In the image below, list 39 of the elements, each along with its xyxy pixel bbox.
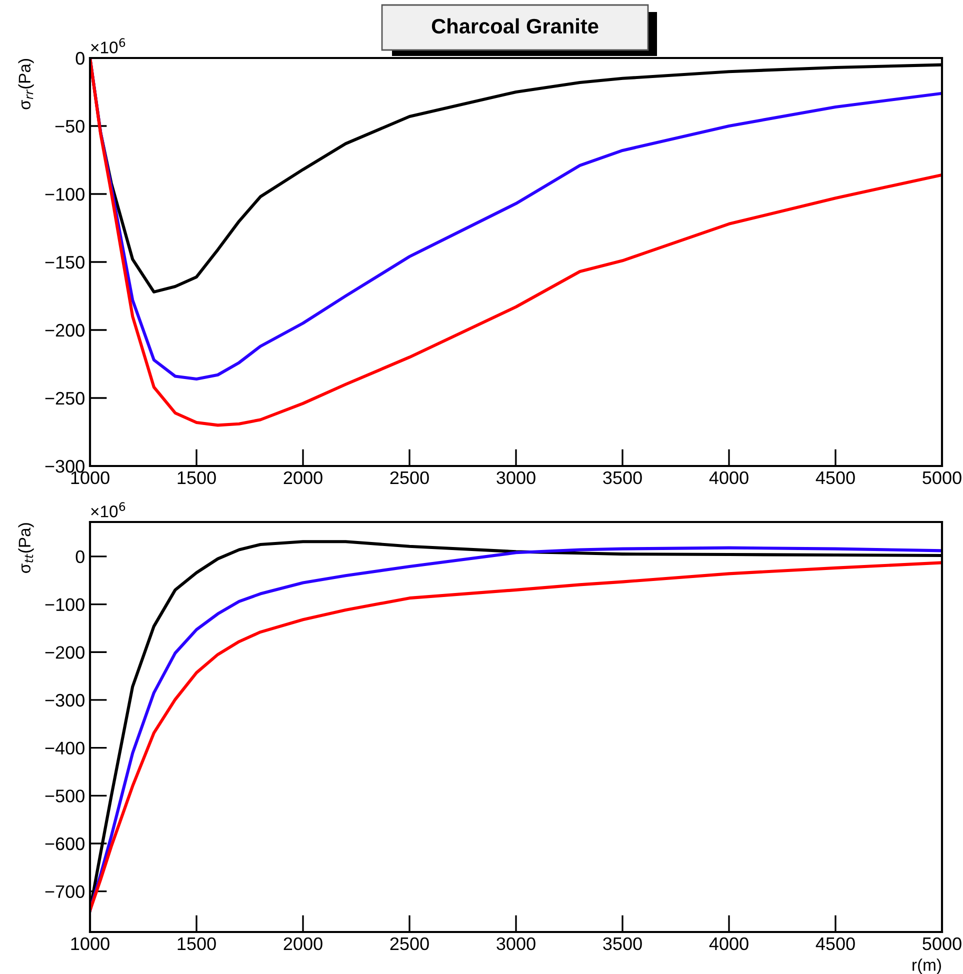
- x-tick-label: 3000: [496, 471, 536, 484]
- x-tick-label: 3500: [603, 937, 642, 950]
- chart-title: Charcoal Granite: [432, 18, 598, 34]
- y-tick-label: −250: [45, 392, 84, 405]
- y-tick-label: 0: [76, 550, 84, 564]
- y-tick-label: −700: [45, 885, 84, 898]
- x-tick-label: 4500: [816, 471, 855, 484]
- y-axis-title: σ$_{rr}$(Pa): [18, 59, 34, 110]
- y-tick-label: −100: [45, 598, 84, 612]
- y-tick-label: −200: [45, 646, 84, 659]
- x-tick-label: 2500: [390, 937, 429, 950]
- y-tick-label: −400: [45, 742, 84, 755]
- x-tick-label: 1000: [71, 937, 110, 950]
- x-tick-label: 4000: [709, 937, 748, 950]
- y-tick-label: −500: [45, 790, 84, 802]
- x-tick-label: 4500: [816, 937, 855, 950]
- x-tick-label: 1500: [178, 471, 216, 484]
- y-tick-label: −600: [45, 837, 84, 850]
- y-axis-title: σ$_{tt}$(Pa): [18, 523, 34, 573]
- x-tick-label: 2000: [284, 937, 322, 950]
- x-tick-label: 2000: [284, 471, 322, 484]
- y-tick-label: −300: [45, 460, 84, 473]
- y-tick-label: −300: [45, 694, 84, 707]
- y-tick-label: −200: [45, 324, 84, 337]
- x-tick-label: 5000: [922, 471, 962, 484]
- y-tick-label: 0: [76, 52, 84, 65]
- y-tick-label: −150: [45, 256, 84, 269]
- y-tick-label: −100: [45, 188, 84, 201]
- x-tick-label: 1000: [71, 471, 110, 484]
- x-tick-label: 1500: [178, 937, 216, 950]
- x-tick-label: 3500: [603, 471, 642, 484]
- x-tick-label: 3000: [496, 937, 536, 950]
- text: ×10$^{6}$: [91, 38, 126, 54]
- x-axis-title: r(m): [912, 958, 941, 974]
- y-tick-label: −50: [55, 120, 84, 133]
- text: ×10$^{6}$: [91, 502, 126, 518]
- x-tick-label: 5000: [922, 937, 962, 950]
- x-tick-label: 2500: [390, 471, 429, 484]
- x-tick-label: 4000: [709, 471, 748, 484]
